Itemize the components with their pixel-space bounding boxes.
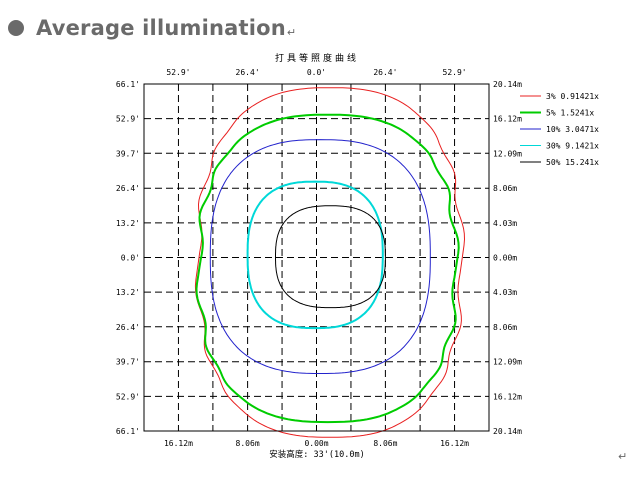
contour-line xyxy=(275,205,386,309)
contour-line xyxy=(246,180,384,330)
right-tick-label: 0.00m xyxy=(493,254,517,263)
chart-title: 打具等照度曲线 xyxy=(275,52,359,64)
right-tick-label: 20.14m xyxy=(493,427,522,436)
right-tick-label: 16.12m xyxy=(493,115,522,124)
legend-label: 50% 15.241x xyxy=(546,158,599,167)
right-tick-label: 8.06m xyxy=(493,184,517,193)
heading-title: Average illumination xyxy=(36,16,286,40)
top-tick-label: 52.9' xyxy=(443,68,467,77)
bottom-tick-label: 16.12m xyxy=(164,439,193,448)
legend: 3% 0.91421x 5% 1.5241x 10% 3.0471x 30% 9.14… xyxy=(520,92,599,167)
top-tick-label: 26.4' xyxy=(236,68,260,77)
left-tick-label: 0.0' xyxy=(121,254,140,263)
contour-line xyxy=(195,113,460,424)
left-tick-label: 52.9' xyxy=(116,115,140,124)
right-tick-label: 12.09m xyxy=(493,358,522,367)
right-tick-label: 8.06m xyxy=(493,323,517,332)
left-tick-label: 66.1' xyxy=(116,80,140,89)
top-tick-label: 26.4' xyxy=(373,68,397,77)
left-tick-label: 52.9' xyxy=(116,392,140,401)
contour-curves xyxy=(194,87,466,438)
bottom-tick-label: 8.06m xyxy=(236,439,260,448)
legend-label: 5% 1.5241x xyxy=(546,109,594,118)
contour-line xyxy=(209,139,431,374)
plot-frame xyxy=(143,83,490,432)
left-tick-label: 66.1' xyxy=(116,427,140,436)
bottom-tick-label: 0.00m xyxy=(304,439,328,448)
top-tick-label: 52.9' xyxy=(166,68,190,77)
axis-ticks: 52.9' 26.4' 0.0' 26.4' 52.9' 16.12m 8.06m 0.00m… xyxy=(116,68,522,448)
left-tick-label: 13.2' xyxy=(116,288,140,297)
bullet-icon xyxy=(8,20,24,36)
right-tick-label: 4.03m xyxy=(493,219,517,228)
left-tick-label: 39.7' xyxy=(116,149,140,158)
left-tick-label: 39.7' xyxy=(116,358,140,367)
bottom-tick-label: 16.12m xyxy=(440,439,469,448)
right-tick-label: 4.03m xyxy=(493,288,517,297)
right-tick-label: 12.09m xyxy=(493,149,522,158)
right-tick-label: 16.12m xyxy=(493,392,522,401)
left-tick-label: 26.4' xyxy=(116,184,140,193)
grid xyxy=(144,84,489,431)
legend-label: 10% 3.0471x xyxy=(546,125,599,134)
left-tick-label: 26.4' xyxy=(116,323,140,332)
legend-label: 3% 0.91421x xyxy=(546,92,599,101)
top-tick-label: 0.0' xyxy=(307,68,326,77)
paragraph-mark-icon: ↵ xyxy=(618,450,628,463)
right-tick-label: 20.14m xyxy=(493,80,522,89)
left-tick-label: 13.2' xyxy=(116,219,140,228)
bottom-tick-label: 8.06m xyxy=(373,439,397,448)
mounting-height-label: 安装高度: 33'(10.0m) xyxy=(269,449,364,460)
paragraph-mark-icon: ↵ xyxy=(286,25,297,39)
contour-line xyxy=(194,87,466,438)
legend-label: 30% 9.1421x xyxy=(546,142,599,151)
section-heading: Average illumination ↵ xyxy=(6,14,296,42)
